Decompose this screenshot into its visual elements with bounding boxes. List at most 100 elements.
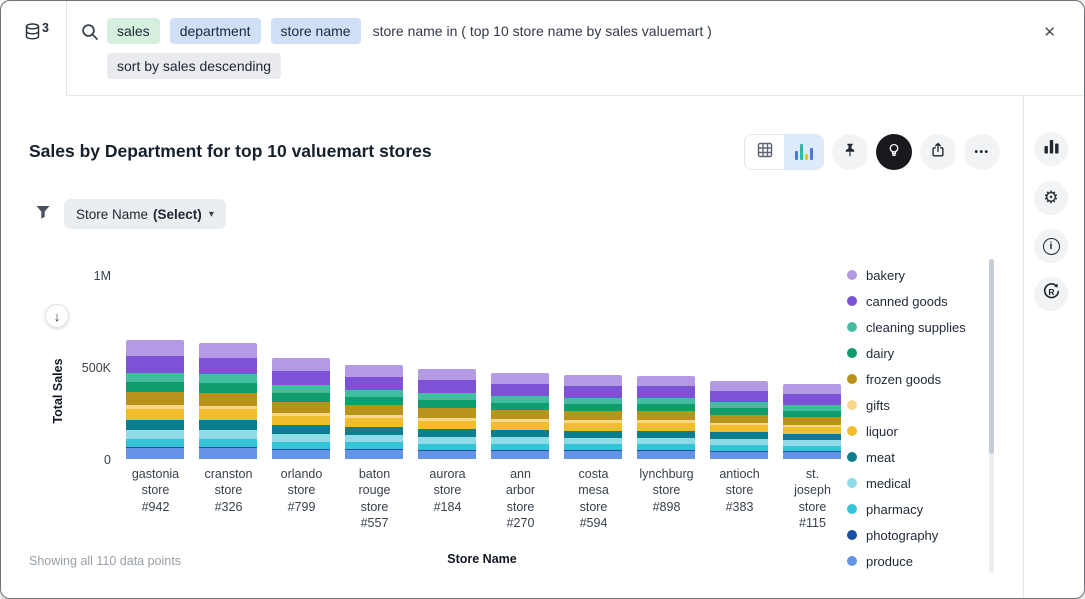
bar-segment[interactable] (345, 405, 403, 415)
bar-segment[interactable] (126, 405, 184, 409)
bar-segment[interactable] (491, 384, 549, 396)
bar-segment[interactable] (272, 385, 330, 393)
bar-segment[interactable] (491, 419, 549, 422)
legend-item[interactable]: liquor (847, 418, 966, 444)
table-view-button[interactable] (745, 135, 784, 169)
legend-item[interactable]: frozen goods (847, 366, 966, 392)
bar-segment[interactable] (418, 408, 476, 418)
bar-segment[interactable] (564, 398, 622, 404)
bar-segment[interactable] (126, 448, 184, 459)
bar-segment[interactable] (491, 430, 549, 437)
bar-segment[interactable] (637, 438, 695, 444)
search-token[interactable]: store name in ( top 10 store name by sal… (372, 23, 712, 39)
bar-segment[interactable] (564, 431, 622, 438)
download-button[interactable]: ↓ (45, 304, 69, 328)
bar-segment[interactable] (199, 393, 257, 406)
bar-segment[interactable] (345, 427, 403, 435)
legend-item[interactable]: produce (847, 548, 966, 574)
legend-scrollbar-thumb[interactable] (989, 259, 994, 454)
bar-segment[interactable] (783, 394, 841, 405)
bar-segment[interactable] (710, 445, 768, 451)
bar-segment[interactable] (272, 393, 330, 402)
bar-segment[interactable] (272, 434, 330, 442)
bar-segment[interactable] (710, 381, 768, 391)
bar-segment[interactable] (783, 417, 841, 425)
bar-segment[interactable] (637, 411, 695, 420)
bar-segment[interactable] (491, 403, 549, 410)
bar-segment[interactable] (272, 425, 330, 434)
bar-segment[interactable] (199, 358, 257, 374)
bar-segment[interactable] (491, 410, 549, 419)
bar-segment[interactable] (418, 451, 476, 459)
bar-segment[interactable] (783, 434, 841, 440)
search-token[interactable]: sort by sales descending (107, 53, 282, 79)
bar-segment[interactable] (564, 375, 622, 386)
legend-item[interactable]: pharmacy (847, 496, 966, 522)
bar-segment[interactable] (345, 449, 403, 450)
bar-segment[interactable] (637, 451, 695, 459)
legend-item[interactable]: gifts (847, 392, 966, 418)
bar-segment[interactable] (783, 440, 841, 446)
rail-version-button[interactable]: R (1034, 277, 1068, 311)
bar-segment[interactable] (637, 386, 695, 398)
bar-segment[interactable] (418, 418, 476, 421)
bar-segment[interactable] (637, 420, 695, 423)
bar-segment[interactable] (199, 374, 257, 383)
bar-segment[interactable] (345, 435, 403, 442)
bar-segment[interactable] (710, 432, 768, 439)
bar-segment[interactable] (345, 450, 403, 459)
bar-segment[interactable] (564, 444, 622, 450)
bar-segment[interactable] (199, 409, 257, 420)
search-token[interactable]: department (169, 18, 261, 44)
search-bar[interactable]: sales department store name store name in (… (81, 18, 1000, 79)
bar-segment[interactable] (783, 384, 841, 394)
bar-segment[interactable] (126, 430, 184, 439)
bar-segment[interactable] (345, 418, 403, 427)
bar-segment[interactable] (345, 365, 403, 377)
bar-segment[interactable] (710, 408, 768, 415)
bar-segment[interactable] (345, 397, 403, 405)
rail-settings-button[interactable]: ⚙ (1034, 181, 1068, 215)
bar-segment[interactable] (126, 356, 184, 373)
bar-segment[interactable] (126, 373, 184, 382)
bar-segment[interactable] (272, 358, 330, 371)
bar-segment[interactable] (126, 382, 184, 392)
bar-segment[interactable] (418, 437, 476, 444)
bar-segment[interactable] (637, 444, 695, 450)
share-button[interactable] (920, 134, 956, 170)
bar-segment[interactable] (345, 390, 403, 397)
bar-segment[interactable] (126, 447, 184, 448)
bar-segment[interactable] (710, 402, 768, 408)
bar-segment[interactable] (272, 371, 330, 385)
legend-item[interactable]: canned goods (847, 288, 966, 314)
bar-segment[interactable] (491, 444, 549, 450)
bar-segment[interactable] (345, 442, 403, 449)
more-options-button[interactable]: ••• (964, 134, 1000, 170)
bar-segment[interactable] (345, 377, 403, 390)
bar-segment[interactable] (418, 400, 476, 408)
bar-segment[interactable] (637, 398, 695, 404)
bar-segment[interactable] (418, 380, 476, 393)
bar-segment[interactable] (637, 376, 695, 386)
bar-segment[interactable] (710, 425, 768, 432)
rail-info-button[interactable]: i (1034, 229, 1068, 263)
clear-search-button[interactable]: ✕ (1043, 24, 1056, 41)
bar-segment[interactable] (199, 343, 257, 358)
bar-segment[interactable] (564, 404, 622, 411)
bar-segment[interactable] (418, 421, 476, 429)
bar-segment[interactable] (418, 450, 476, 451)
bar-segment[interactable] (710, 415, 768, 423)
bar-segment[interactable] (783, 425, 841, 427)
bar-segment[interactable] (564, 438, 622, 444)
bar-segment[interactable] (783, 411, 841, 417)
bar-segment[interactable] (564, 450, 622, 451)
bar-segment[interactable] (637, 431, 695, 438)
bar-segment[interactable] (199, 420, 257, 430)
legend-item[interactable]: cleaning supplies (847, 314, 966, 340)
bar-segment[interactable] (564, 451, 622, 459)
bar-segment[interactable] (491, 451, 549, 459)
bar-segment[interactable] (710, 452, 768, 459)
rail-chart-config-button[interactable] (1034, 132, 1068, 166)
chart-view-button[interactable] (784, 135, 823, 169)
pin-button[interactable] (832, 134, 868, 170)
